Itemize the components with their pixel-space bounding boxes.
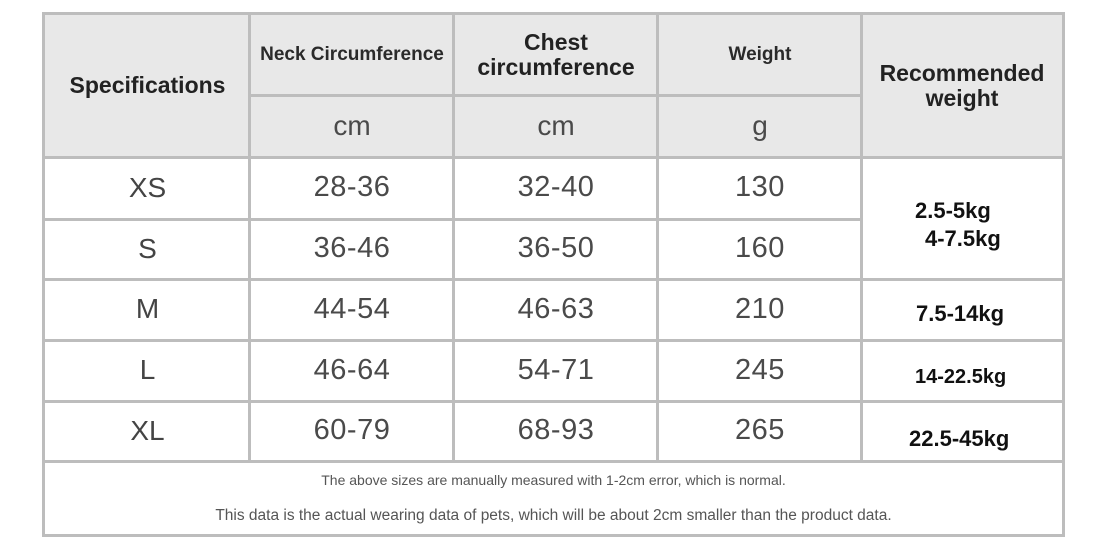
neck-cell: 36-46 <box>250 219 454 279</box>
neck-value: 36-46 <box>313 232 391 265</box>
chest-cell: 68-93 <box>454 401 658 461</box>
size-chart-table: Specifications Neck Circumference Chest … <box>42 12 1065 537</box>
recommended-weight-m: 7.5-14kg <box>916 301 1005 326</box>
weight-value: 245 <box>735 353 785 386</box>
header-recommended-line1: Recommended <box>879 59 1045 86</box>
chest-value: 68-93 <box>517 414 595 447</box>
neck-value: 28-36 <box>313 171 391 204</box>
header-chest-cell: Chest circumference <box>454 15 658 95</box>
header-specifications: Specifications <box>69 72 226 99</box>
note-wearing-data: This data is the actual wearing data of … <box>215 507 892 524</box>
grid-line-horizontal <box>45 156 1062 159</box>
weight-cell: 210 <box>658 279 862 340</box>
recommended-weight-s: 4-7.5kg <box>925 226 1001 251</box>
header-chest-line1: Chest <box>524 28 588 55</box>
neck-cell: 44-54 <box>250 279 454 340</box>
unit-chest-cell: cm <box>454 95 658 157</box>
size-label: L <box>139 354 156 386</box>
chest-value: 46-63 <box>517 292 595 325</box>
grid-line-horizontal <box>45 278 1062 281</box>
chest-value: 32-40 <box>517 171 595 204</box>
header-recommended-line2: weight <box>925 85 999 111</box>
grid-line-vertical <box>860 15 863 461</box>
grid-line-vertical <box>656 15 659 461</box>
neck-cell: 28-36 <box>250 157 454 219</box>
recommended-weight-xl: 22.5-45kg <box>909 426 1010 451</box>
neck-value: 44-54 <box>313 292 391 325</box>
grid-line-vertical <box>452 15 455 461</box>
header-specifications-cell: Specifications <box>45 15 250 157</box>
header-neck-cell: Neck Circumference <box>250 15 454 95</box>
weight-value: 130 <box>735 171 785 204</box>
size-cell: XL <box>45 401 250 461</box>
size-cell: L <box>45 340 250 401</box>
chest-value: 54-71 <box>517 353 595 386</box>
header-weight-cell: Weight <box>658 15 862 95</box>
size-cell: S <box>45 219 250 279</box>
grid-line-horizontal <box>45 218 863 221</box>
chest-cell: 36-50 <box>454 219 658 279</box>
weight-cell: 160 <box>658 219 862 279</box>
grid-line-vertical <box>248 15 251 461</box>
header-weight: Weight <box>728 43 792 65</box>
chest-cell: 46-63 <box>454 279 658 340</box>
header-chest-line2: circumference <box>477 54 635 80</box>
neck-cell: 60-79 <box>250 401 454 461</box>
weight-value: 265 <box>735 414 785 447</box>
size-label: XS <box>128 171 167 203</box>
neck-value: 46-64 <box>313 353 391 386</box>
neck-value: 60-79 <box>313 414 391 447</box>
grid-line-horizontal <box>45 400 1062 403</box>
header-recommended-cell: Recommended weight <box>862 15 1062 157</box>
weight-value: 160 <box>735 232 785 265</box>
note-measurement-error: The above sizes are manually measured wi… <box>321 472 786 488</box>
chest-cell: 54-71 <box>454 340 658 401</box>
size-label: XL <box>130 414 165 446</box>
size-label: S <box>138 232 157 264</box>
header-neck-circumference: Neck Circumference <box>260 43 444 65</box>
size-cell: XS <box>45 157 250 219</box>
weight-value: 210 <box>735 292 785 325</box>
chest-cell: 32-40 <box>454 157 658 219</box>
weight-cell: 130 <box>658 157 862 219</box>
unit-neck: cm <box>333 109 371 141</box>
unit-chest: cm <box>537 109 575 141</box>
unit-weight: g <box>752 109 768 141</box>
weight-cell: 245 <box>658 340 862 401</box>
grid-line-horizontal <box>248 94 863 97</box>
weight-cell: 265 <box>658 401 862 461</box>
size-label: M <box>135 293 160 325</box>
grid-line-horizontal <box>45 460 1062 463</box>
size-cell: M <box>45 279 250 340</box>
recommended-weight-xs: 2.5-5kg <box>915 198 991 223</box>
chest-value: 36-50 <box>517 232 595 265</box>
grid-line-horizontal <box>45 339 1062 342</box>
recommended-weight-l: 14-22.5kg <box>915 366 1007 388</box>
unit-neck-cell: cm <box>250 95 454 157</box>
unit-weight-cell: g <box>658 95 862 157</box>
neck-cell: 46-64 <box>250 340 454 401</box>
